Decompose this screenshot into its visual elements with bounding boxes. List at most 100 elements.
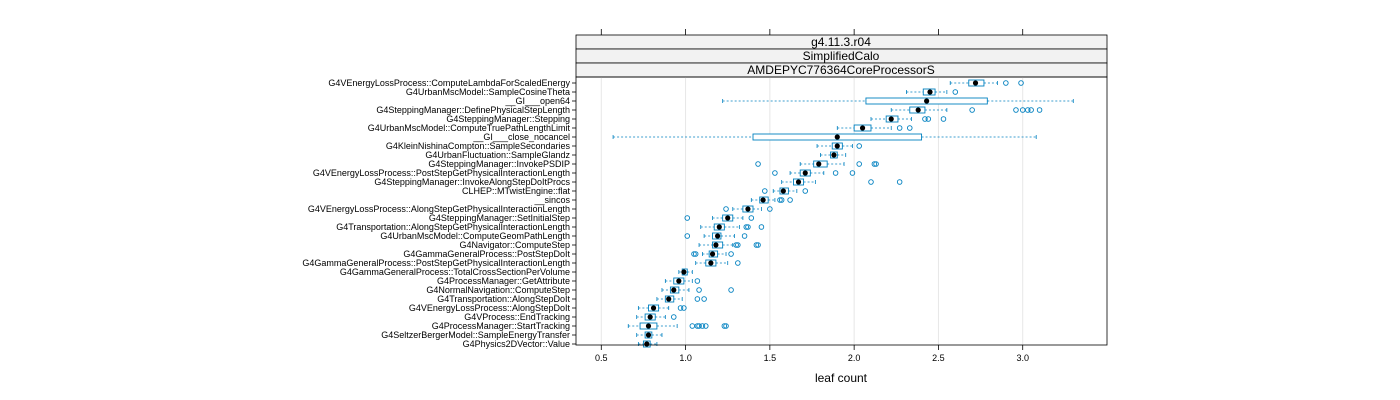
outlier-point bbox=[745, 224, 751, 230]
outlier-point bbox=[802, 188, 809, 194]
y-tick-label: __GI___close_nocancel bbox=[472, 132, 570, 142]
strip-3: AMDEPYC776364CoreProcessorS bbox=[575, 62, 1108, 78]
y-tick-label: G4Navigator::ComputeStep bbox=[459, 240, 570, 250]
y-tick-label: G4Transportation::AlongStepDoIt bbox=[437, 294, 570, 304]
y-tick-label: G4VEnergyLossProcess::AlongStepGetPhysic… bbox=[308, 204, 570, 214]
outlier-point bbox=[762, 188, 768, 194]
outlier-point bbox=[1019, 107, 1026, 113]
median-dot bbox=[859, 125, 866, 131]
outlier-point bbox=[871, 161, 878, 167]
y-tick-label: __GI___open64 bbox=[504, 96, 570, 106]
y-tick-label: G4VEnergyLossProcess::AlongStepDoIt bbox=[409, 303, 571, 313]
strip-1: g4.11.3.r04 bbox=[575, 34, 1108, 50]
outlier-point bbox=[1025, 107, 1031, 113]
outlier-point bbox=[699, 323, 706, 329]
median-dot bbox=[745, 206, 751, 212]
outlier-point bbox=[743, 224, 750, 230]
median-dot bbox=[676, 278, 682, 284]
outlier-point bbox=[728, 287, 734, 293]
box-row bbox=[684, 232, 748, 240]
outlier-point bbox=[772, 170, 778, 176]
outlier-point bbox=[735, 242, 741, 248]
box-row bbox=[637, 304, 687, 312]
outlier-point bbox=[692, 251, 699, 257]
box-row bbox=[755, 160, 879, 168]
y-tick-label: G4SteppingManager::InvokePSDIP bbox=[428, 159, 570, 169]
y-tick-label: G4NormalNavigation::ComputeStep bbox=[426, 285, 570, 295]
median-dot bbox=[647, 314, 653, 320]
box-row bbox=[723, 205, 773, 213]
outlier-point bbox=[733, 242, 739, 248]
y-tick-label: __sincos bbox=[533, 195, 570, 205]
median-dot bbox=[780, 188, 786, 194]
y-tick-label: G4SteppingManager::DefinePhysicalStepLen… bbox=[376, 105, 570, 115]
outlier-point bbox=[778, 197, 785, 203]
box-row bbox=[700, 223, 765, 231]
median-dot bbox=[888, 116, 894, 122]
median-dot bbox=[924, 98, 930, 104]
median-dot bbox=[708, 260, 714, 266]
box-row bbox=[890, 106, 1043, 114]
box-rows bbox=[612, 79, 1074, 348]
y-tick-label: G4Physics2DVector::Value bbox=[463, 339, 570, 349]
median-dot bbox=[713, 242, 719, 248]
outlier-point bbox=[701, 296, 707, 302]
outlier-point bbox=[922, 116, 928, 122]
y-tick-label: G4UrbanMscModel::ComputeTruePathLengthLi… bbox=[368, 123, 571, 133]
box-row bbox=[698, 241, 761, 249]
outlier-point bbox=[1018, 80, 1024, 86]
box-row bbox=[695, 259, 741, 267]
median-dot bbox=[644, 341, 650, 347]
box-row bbox=[636, 331, 663, 339]
x-tick-label: 2.0 bbox=[848, 353, 861, 363]
x-axis-label: leaf count bbox=[815, 371, 868, 385]
box-row bbox=[750, 196, 793, 204]
gridlines bbox=[600, 77, 1024, 345]
outlier-point bbox=[856, 143, 862, 149]
box-row bbox=[678, 268, 693, 276]
outlier-point bbox=[1003, 80, 1009, 86]
outlier-point bbox=[694, 278, 701, 284]
strip-2: SimplifiedCalo bbox=[575, 48, 1108, 64]
outlier-point bbox=[689, 323, 696, 329]
x-tick-label: 1.5 bbox=[764, 353, 777, 363]
box-row bbox=[816, 142, 862, 150]
outlier-point bbox=[896, 179, 903, 185]
outlier-point bbox=[684, 215, 691, 221]
box-row bbox=[612, 133, 1037, 141]
y-tick-label: G4GammaGeneralProcess::PostStepDoIt bbox=[403, 249, 570, 259]
outlier-point bbox=[1036, 107, 1043, 113]
outlier-point bbox=[735, 260, 741, 266]
box-row bbox=[664, 277, 701, 285]
outlier-point bbox=[849, 170, 856, 176]
box-row bbox=[684, 214, 755, 222]
top-axis bbox=[600, 29, 1024, 35]
outlier-point bbox=[969, 107, 975, 113]
outlier-point bbox=[767, 206, 773, 212]
median-dot bbox=[666, 296, 672, 302]
outlier-point bbox=[856, 161, 862, 167]
outlier-point bbox=[952, 89, 959, 95]
y-tick-label: G4VProcess::EndTracking bbox=[464, 312, 570, 322]
median-dot bbox=[834, 134, 840, 140]
outlier-point bbox=[832, 170, 839, 176]
outlier-point bbox=[787, 197, 793, 203]
y-tick-label: G4KleinNishinaCompton::SampleSecondaries bbox=[386, 141, 571, 151]
strip-label-2: SimplifiedCalo bbox=[803, 49, 880, 63]
outlier-point bbox=[940, 116, 947, 122]
outlier-point bbox=[681, 305, 687, 311]
outlier-point bbox=[677, 305, 684, 311]
y-tick-label: G4ProcessManager::GetAttribute bbox=[437, 276, 570, 286]
median-dot bbox=[715, 233, 721, 239]
outlier-point bbox=[696, 287, 702, 293]
outlier-point bbox=[873, 161, 879, 167]
median-dot bbox=[802, 170, 808, 176]
median-dot bbox=[681, 269, 687, 275]
box-row bbox=[636, 313, 677, 321]
median-dot bbox=[760, 197, 766, 203]
y-tick-label: G4ProcessManager::StartTracking bbox=[432, 321, 570, 331]
outlier-point bbox=[896, 125, 903, 131]
outlier-point bbox=[741, 233, 748, 239]
median-dot bbox=[915, 107, 921, 113]
